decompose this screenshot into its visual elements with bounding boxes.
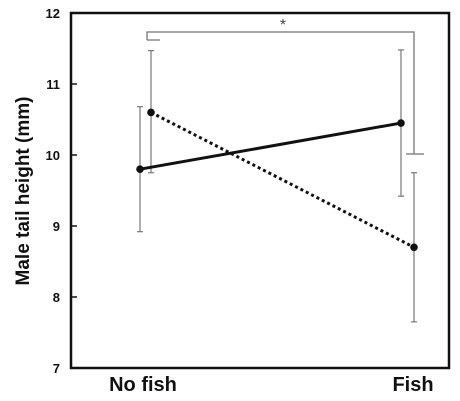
significance-star: * [280, 17, 286, 34]
plot-frame [69, 11, 451, 370]
data-point [410, 243, 418, 252]
x-category-label: Fish [392, 374, 433, 396]
x-category-label: No fish [109, 374, 177, 396]
data-points [136, 108, 418, 252]
series-lines [139, 111, 415, 249]
data-point [397, 119, 405, 127]
y-tick-label: 7 [53, 361, 60, 376]
y-tick-label: 10 [46, 148, 60, 163]
data-point [136, 165, 144, 173]
series-line-dotted [150, 111, 415, 249]
y-tick-label: 11 [46, 77, 60, 92]
x-axis-labels: No fish Fish [109, 374, 433, 396]
y-tick-label: 9 [53, 219, 60, 234]
y-axis-ticks: 7 8 9 10 11 12 [46, 6, 77, 376]
y-tick-label: 8 [53, 290, 60, 305]
data-point [147, 108, 155, 117]
y-axis-label: Male tail height (mm) [13, 97, 34, 286]
significance-bracket: * [146, 17, 424, 155]
y-tick-label: 12 [46, 6, 60, 21]
bracket-line [146, 31, 424, 155]
error-bars [137, 49, 417, 323]
series-line-solid [139, 121, 402, 171]
